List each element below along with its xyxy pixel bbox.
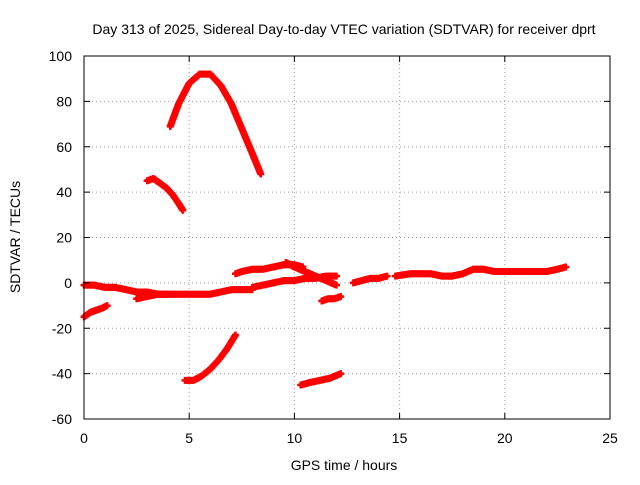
x-tick-label: 15 [392,430,408,446]
data-point [103,302,111,310]
series-arc-negative-start [80,302,111,321]
tick-layer [83,55,611,420]
data-point [562,263,570,271]
data-layer [80,70,570,389]
x-axis-label: GPS time / hours [291,457,398,473]
y-axis-label: SDTVAR / TECUs [7,181,23,293]
data-point [332,272,340,280]
data-point [337,292,345,300]
series-arc-evening [391,263,570,280]
data-point [332,281,340,289]
x-tick-label: 20 [497,430,513,446]
y-tick-label: 0 [64,275,72,291]
x-tick-label: 25 [602,430,618,446]
series-arc-afternoon [349,272,391,287]
data-point [337,370,345,378]
series-arc-baseline-dip [133,290,172,303]
series-arc-high-peak [166,70,265,178]
x-tick-label: 5 [185,430,193,446]
series-arc-mid-peak [143,175,187,214]
grid-layer [84,56,610,419]
data-point [179,206,187,214]
y-tick-label: 20 [56,230,72,246]
y-tick-label: 60 [56,139,72,155]
series-arc-middle-cross [282,258,340,289]
data-point [164,290,172,298]
data-point [231,331,239,339]
data-point [257,170,265,178]
x-tick-label: 0 [80,430,88,446]
x-tick-label: 10 [287,430,303,446]
chart-title: Day 313 of 2025, Sidereal Day-to-day VTE… [92,21,595,37]
y-tick-label: 40 [56,184,72,200]
label-layer: 0 5 10 15 20 25 -60 -40 -20 0 20 40 60 80 100 [49,48,618,446]
y-tick-label: 80 [56,93,72,109]
series-arc-low-rise [181,331,239,384]
series-arc-neg-small [318,292,345,305]
y-tick-label: -20 [52,320,72,336]
data-point [383,272,391,280]
y-tick-label: -60 [52,411,72,427]
plot-frame [83,55,611,420]
y-tick-label: 100 [49,48,73,64]
series-arc-neg-40 [297,370,345,389]
y-tick-label: -40 [52,366,72,382]
